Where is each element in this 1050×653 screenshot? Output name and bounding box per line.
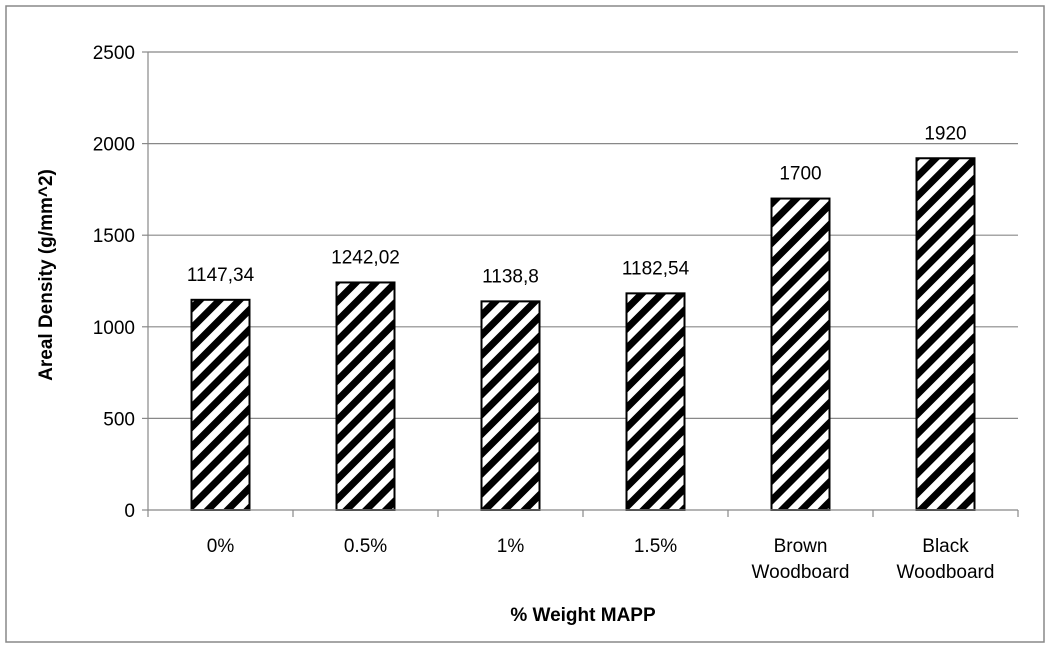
bar <box>335 281 396 512</box>
y-tick-label: 1000 <box>93 318 135 339</box>
y-tick-label: 0 <box>124 501 135 522</box>
bar <box>480 300 541 511</box>
x-tick-label: Woodboard <box>897 562 995 583</box>
data-label: 1182,54 <box>622 258 690 279</box>
data-label: 1138,8 <box>482 266 539 287</box>
x-tick-label: Woodboard <box>752 562 850 583</box>
data-label: 1147,34 <box>187 265 255 286</box>
bar <box>770 197 831 511</box>
x-tick-label: 0% <box>207 536 235 557</box>
x-tick-label: Brown <box>774 536 828 557</box>
x-axis-title: % Weight MAPP <box>510 605 656 626</box>
y-tick-label: 500 <box>103 409 135 430</box>
y-tick-label: 2000 <box>93 135 135 156</box>
x-tick-label: 1% <box>497 536 525 557</box>
y-tick-label: 2500 <box>93 43 135 64</box>
x-tick-label: 0.5% <box>344 536 387 557</box>
data-label: 1920 <box>924 123 966 144</box>
bar <box>190 298 251 511</box>
data-label: 1700 <box>779 164 821 185</box>
x-tick-label: 1.5% <box>634 536 677 557</box>
data-label: 1242,02 <box>331 247 400 268</box>
y-axis-title: Areal Density (g/mm^2) <box>36 169 57 381</box>
x-tick-label: Black <box>922 536 969 557</box>
bar <box>625 292 686 511</box>
bar <box>915 157 976 511</box>
y-tick-label: 1500 <box>93 226 135 247</box>
